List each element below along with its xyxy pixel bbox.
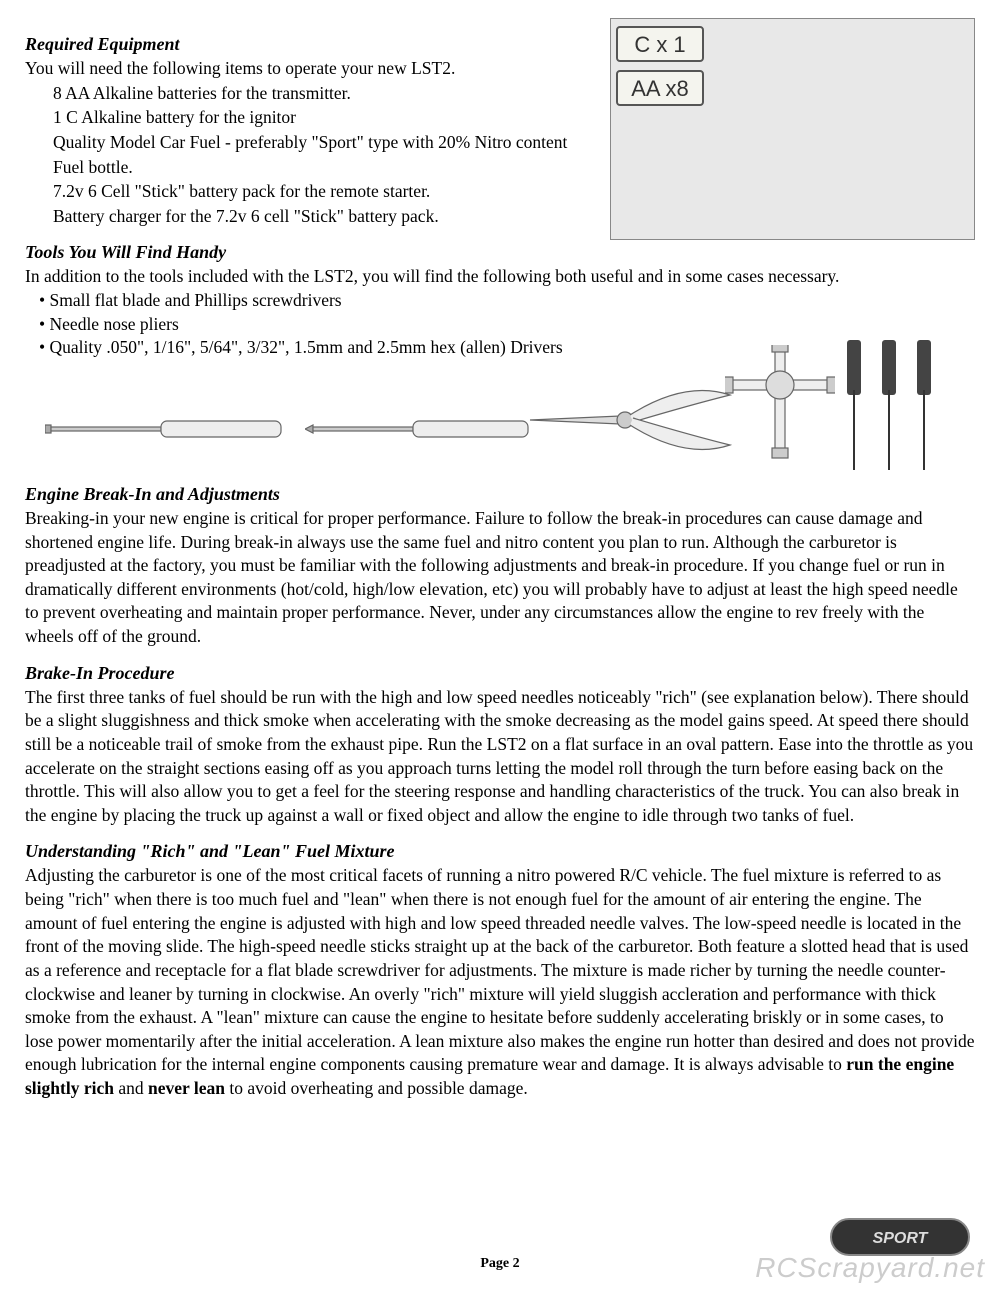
richlean-title: Understanding "Rich" and "Lean" Fuel Mix… (25, 841, 975, 862)
req-item: 7.2v 6 Cell "Stick" battery pack for the… (53, 180, 595, 204)
req-item: Battery charger for the 7.2v 6 cell "Sti… (53, 205, 595, 229)
tools-item: Needle nose pliers (39, 313, 975, 337)
required-equipment-intro: You will need the following items to ope… (25, 57, 595, 81)
richlean-body: Adjusting the carburetor is one of the m… (25, 864, 975, 1100)
battery-c-label: C x 1 (616, 26, 704, 62)
richlean-mid: and (114, 1078, 148, 1098)
req-item: 1 C Alkaline battery for the ignitor (53, 106, 595, 130)
hex-driver-icon (843, 340, 865, 470)
needle-nose-pliers-icon (525, 370, 735, 470)
engine-breakin-body: Breaking-in your new engine is critical … (25, 507, 975, 649)
brakein-title: Brake-In Procedure (25, 663, 975, 684)
cross-wrench-icon (725, 345, 835, 465)
required-equipment-title: Required Equipment (25, 34, 595, 55)
richlean-post: to avoid overheating and possible damage… (225, 1078, 528, 1098)
flat-screwdriver-icon (45, 415, 285, 445)
richlean-bold2: never lean (148, 1078, 225, 1098)
req-item: Quality Model Car Fuel - preferably "Spo… (53, 131, 595, 155)
richlean-pre: Adjusting the carburetor is one of the m… (25, 865, 975, 1074)
battery-aa-label: AA x8 (616, 70, 704, 106)
sport-logo: SPORT (830, 1218, 970, 1256)
required-equipment-list: 8 AA Alkaline batteries for the transmit… (25, 82, 595, 229)
brakein-body: The first three tanks of fuel should be … (25, 686, 975, 828)
watermark: RCScrapyard.net (755, 1252, 985, 1284)
hex-driver-icon (913, 340, 935, 470)
hex-driver-icon (878, 340, 900, 470)
tools-title: Tools You Will Find Handy (25, 242, 975, 263)
tools-item: Small flat blade and Phillips screwdrive… (39, 289, 975, 313)
engine-breakin-title: Engine Break-In and Adjustments (25, 484, 975, 505)
phillips-screwdriver-icon (305, 415, 535, 445)
tools-illustration (25, 360, 975, 470)
tools-intro: In addition to the tools included with t… (25, 265, 975, 289)
req-item: 8 AA Alkaline batteries for the transmit… (53, 82, 595, 106)
req-item: Fuel bottle. (53, 156, 595, 180)
